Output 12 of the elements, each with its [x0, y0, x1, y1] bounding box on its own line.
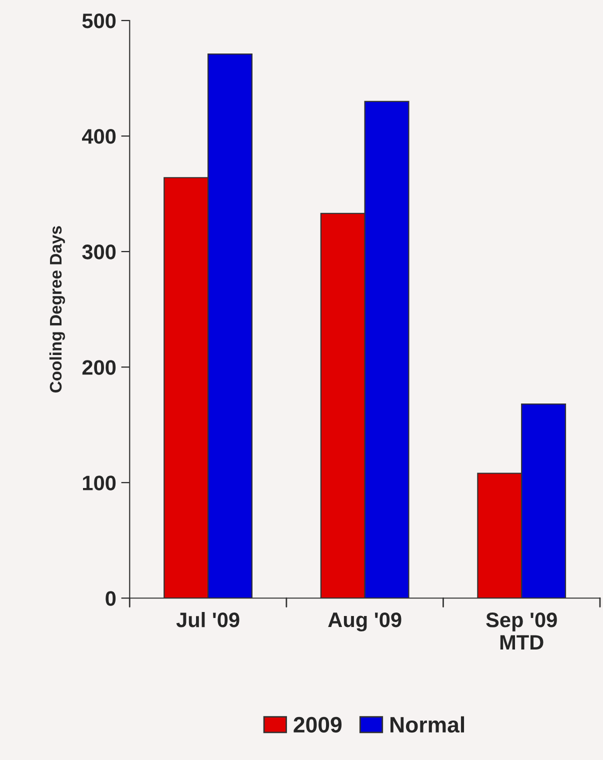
- y-tick-label: 100: [83, 476, 116, 490]
- y-tick-label: 500: [82, 14, 116, 28]
- y-tick-label: 0: [106, 591, 116, 606]
- x-tick-label: Jul '09: [176, 612, 240, 628]
- y-tick-label: 300: [82, 244, 116, 260]
- x-tick-label: Sep '09 MTD: [486, 612, 557, 650]
- x-tick-label: Aug '09: [328, 612, 402, 632]
- y-tick-label: 400: [82, 129, 116, 144]
- legend-label: Normal: [390, 716, 464, 733]
- y-axis-title: Cooling Degree Days: [49, 226, 66, 392]
- legend-label: 2009: [294, 716, 342, 733]
- y-tick-label: 200: [82, 360, 116, 375]
